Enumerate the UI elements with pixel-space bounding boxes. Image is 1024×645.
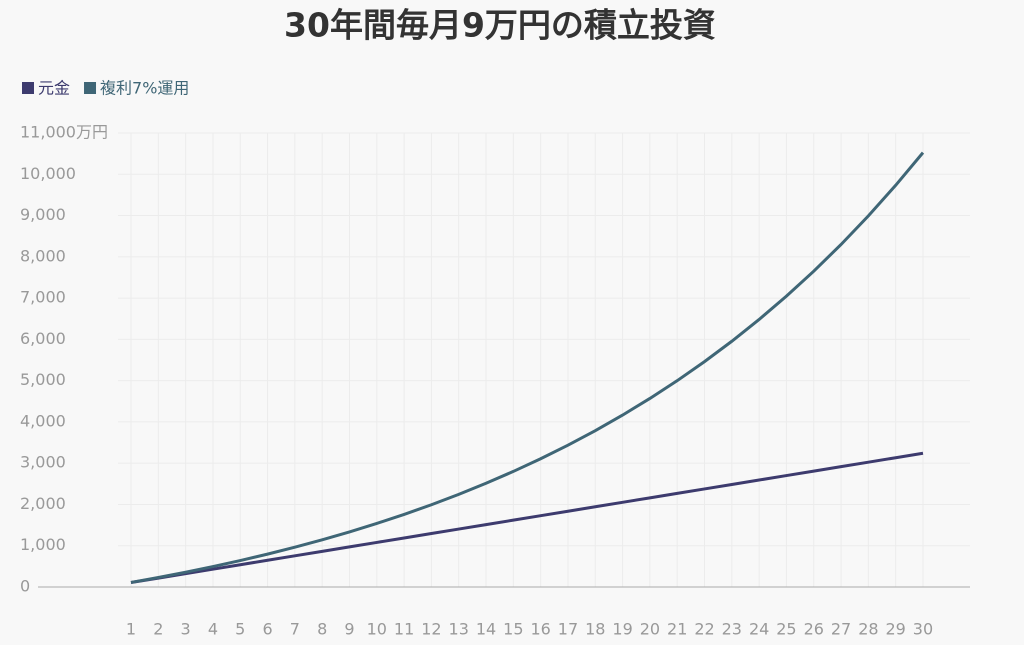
y-tick-label: 5,000	[20, 370, 66, 389]
x-tick-label: 9	[344, 620, 354, 639]
x-tick-label: 21	[667, 620, 687, 639]
y-tick-label: 10,000	[20, 164, 76, 183]
x-tick-label: 7	[290, 620, 300, 639]
chart-title: 30年間毎月9万円の積立投資	[284, 6, 716, 45]
y-tick-label: 4,000	[20, 411, 66, 430]
x-tick-label: 19	[612, 620, 632, 639]
x-tick-label: 25	[776, 620, 796, 639]
x-tick-label: 14	[476, 620, 496, 639]
x-tick-label: 23	[722, 620, 742, 639]
x-tick-label: 11	[394, 620, 414, 639]
legend-swatch	[84, 82, 97, 94]
x-tick-label: 2	[153, 620, 163, 639]
y-tick-label: 3,000	[20, 453, 66, 472]
legend-label: 複利7%運用	[100, 79, 189, 98]
x-tick-label: 8	[317, 620, 327, 639]
x-tick-label: 1	[126, 620, 136, 639]
x-tick-label: 26	[804, 620, 824, 639]
y-tick-label: 11,000万円	[20, 123, 108, 142]
y-tick-label: 1,000	[20, 535, 66, 554]
x-tick-label: 27	[831, 620, 851, 639]
x-tick-label: 5	[235, 620, 245, 639]
x-tick-label: 15	[503, 620, 523, 639]
y-tick-label: 7,000	[20, 288, 66, 307]
x-tick-label: 3	[181, 620, 191, 639]
legend-swatch	[22, 82, 34, 94]
x-tick-label: 18	[585, 620, 605, 639]
y-tick-label: 6,000	[20, 329, 66, 348]
x-tick-label: 22	[694, 620, 714, 639]
x-tick-label: 12	[421, 620, 441, 639]
x-tick-label: 29	[886, 620, 906, 639]
legend-label: 元金	[38, 79, 70, 98]
x-tick-label: 13	[449, 620, 469, 639]
series-line	[130, 451, 924, 585]
x-tick-label: 28	[858, 620, 878, 639]
y-tick-label: 2,000	[20, 494, 66, 513]
x-tick-label: 30	[913, 620, 933, 639]
x-tick-label: 24	[749, 620, 769, 639]
x-tick-label: 10	[367, 620, 387, 639]
x-tick-label: 17	[558, 620, 578, 639]
y-tick-label: 0	[20, 577, 30, 596]
y-tick-label: 9,000	[20, 205, 66, 224]
y-tick-label: 8,000	[20, 246, 66, 265]
x-tick-label: 6	[262, 620, 272, 639]
x-tick-label: 16	[530, 620, 550, 639]
x-tick-label: 4	[208, 620, 218, 639]
x-tick-label: 20	[640, 620, 660, 639]
series-line	[130, 151, 925, 584]
